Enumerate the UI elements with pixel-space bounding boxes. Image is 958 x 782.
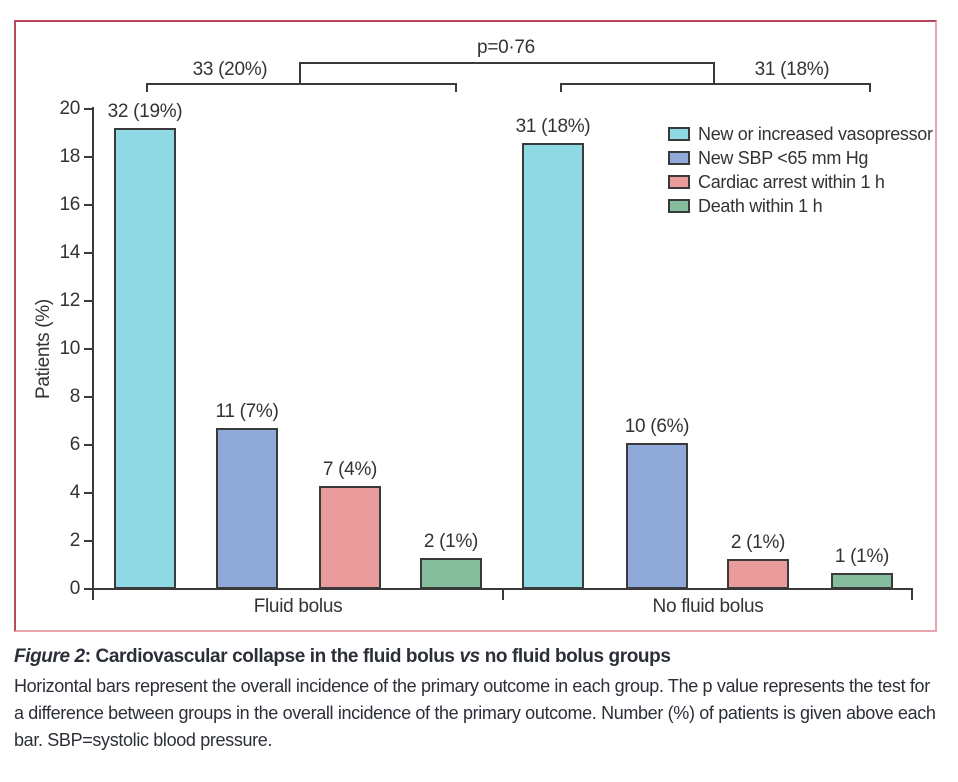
caption-body: Horizontal bars represent the overall in… — [14, 676, 936, 750]
y-tick — [84, 108, 92, 110]
group-total-left: 33 (20%) — [192, 59, 268, 80]
legend-swatch — [668, 127, 690, 141]
bar-value-label: 10 (6%) — [624, 416, 690, 437]
y-tick — [84, 540, 92, 542]
caption-title-text: : Cardiovascular collapse in the fluid b… — [84, 646, 460, 667]
p-connector-right — [713, 62, 715, 85]
caption-title-tail: no fluid bolus groups — [479, 646, 671, 667]
left-bracket — [146, 83, 457, 85]
legend-swatch — [668, 151, 690, 165]
y-tick-label: 8 — [69, 386, 81, 407]
right-bracket-tick — [869, 83, 871, 92]
y-tick-label: 0 — [69, 578, 81, 599]
y-tick — [84, 204, 92, 206]
y-tick-label: 10 — [59, 338, 80, 359]
y-tick — [84, 588, 92, 590]
bar-value-label: 11 (7%) — [215, 401, 279, 422]
y-tick-label: 2 — [69, 530, 81, 551]
bar-death-within-1-h — [831, 573, 893, 589]
legend-label: Death within 1 h — [698, 196, 823, 216]
bar-new-or-increased-vasopressor — [114, 128, 176, 589]
x-axis-mid-tick — [502, 588, 504, 600]
bar-value-label: 7 (4%) — [322, 459, 378, 480]
right-bracket-tick — [560, 83, 562, 92]
y-tick-label: 14 — [59, 242, 80, 263]
x-axis-end-tick — [911, 588, 913, 600]
x-group-label: Fluid bolus — [253, 596, 343, 617]
caption-title: Figure 2: Cardiovascular collapse in the… — [14, 645, 938, 669]
bar-cardiac-arrest-within-1-h — [727, 559, 789, 589]
y-tick-label: 4 — [69, 482, 81, 503]
left-bracket-tick — [146, 83, 148, 92]
y-tick-label: 6 — [69, 434, 81, 455]
p-connector-horizontal — [299, 62, 715, 64]
p-connector-left — [299, 62, 301, 85]
legend-label: Cardiac arrest within 1 h — [698, 172, 885, 192]
p-value-label: p=0·76 — [477, 37, 535, 58]
bar-value-label: 32 (19%) — [107, 101, 183, 122]
y-tick — [84, 300, 92, 302]
bar-value-label: 1 (1%) — [834, 546, 890, 567]
y-tick — [84, 156, 92, 158]
figure-number-label: Figure 2 — [14, 646, 85, 667]
left-bracket-tick — [455, 83, 457, 92]
bar-new-sbp-65-mm-hg — [216, 428, 278, 589]
caption-vs-word: vs — [459, 646, 480, 667]
y-tick-label: 16 — [59, 194, 80, 215]
bar-value-label: 31 (18%) — [515, 116, 591, 137]
y-tick — [84, 348, 92, 350]
y-tick — [84, 396, 92, 398]
y-axis-line — [92, 107, 94, 600]
y-tick — [84, 444, 92, 446]
bar-new-or-increased-vasopressor — [522, 143, 584, 589]
bar-value-label: 2 (1%) — [423, 531, 479, 552]
bar-value-label: 2 (1%) — [730, 532, 786, 553]
bar-cardiac-arrest-within-1-h — [319, 486, 381, 589]
y-tick-label: 20 — [59, 98, 80, 119]
y-tick — [84, 492, 92, 494]
legend-swatch — [668, 175, 690, 189]
bar-death-within-1-h — [420, 558, 482, 589]
legend-label: New or increased vasopressor — [698, 124, 933, 144]
legend-label: New SBP <65 mm Hg — [698, 148, 869, 168]
y-tick-label: 12 — [59, 290, 80, 311]
y-tick — [84, 252, 92, 254]
figure-caption: Figure 2: Cardiovascular collapse in the… — [14, 645, 938, 754]
legend-swatch — [668, 199, 690, 213]
x-group-label: No fluid bolus — [652, 596, 764, 617]
right-bracket — [560, 83, 871, 85]
group-total-right: 31 (18%) — [754, 59, 830, 80]
y-tick-label: 18 — [59, 146, 80, 167]
bar-new-sbp-65-mm-hg — [626, 443, 688, 589]
